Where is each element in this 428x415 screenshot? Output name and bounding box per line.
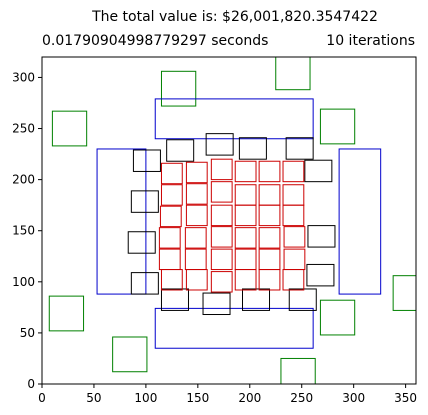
- green-rect-2: [276, 57, 310, 90]
- y-tick-label: 250: [12, 122, 35, 136]
- red-rect-20: [185, 228, 206, 248]
- black-rect-1: [167, 140, 194, 161]
- ticks-layer: 0 50 100 150 200 250 300 350 0 50 100 150 200 250 300: [12, 70, 417, 405]
- red-rect-18: [283, 205, 304, 225]
- y-tick-label: 0: [27, 377, 35, 391]
- chart-title: The total value is: $26,001,820.3547422: [91, 9, 378, 25]
- x-tick-label: 300: [342, 391, 365, 405]
- red-rect-34: [235, 270, 256, 290]
- red-rect-27: [211, 249, 232, 269]
- x-tick-label: 250: [290, 391, 313, 405]
- red-rect-32: [186, 270, 207, 290]
- red-rect-26: [185, 249, 206, 269]
- green-rect-6: [49, 296, 83, 331]
- red-rect-31: [161, 270, 182, 290]
- black-rect-14: [243, 289, 270, 310]
- y-tick-label: 100: [12, 275, 35, 289]
- black-rect-12: [161, 289, 188, 310]
- red-rect-35: [259, 270, 280, 290]
- red-rect-8: [186, 184, 207, 204]
- rectangles-layer: [49, 57, 416, 384]
- red-rect-19: [159, 228, 180, 248]
- red-rect-28: [235, 249, 256, 269]
- red-rect-13: [160, 206, 181, 226]
- red-rect-15: [211, 205, 232, 225]
- red-rect-11: [259, 185, 280, 205]
- red-rect-3: [211, 159, 232, 179]
- green-rect-1: [161, 71, 195, 106]
- green-rect-7: [320, 300, 354, 335]
- black-rect-3: [239, 138, 266, 159]
- red-rect-21: [211, 227, 232, 247]
- black-rect-2: [206, 134, 233, 155]
- x-tick-label: 0: [38, 391, 46, 405]
- red-rect-4: [235, 161, 256, 181]
- black-rect-7: [131, 191, 158, 212]
- chart-subtitle-time: 0.01790904998779297 seconds: [42, 33, 268, 49]
- red-rect-23: [259, 228, 280, 248]
- x-tick-label: 150: [186, 391, 209, 405]
- plot-area: [42, 57, 416, 384]
- red-rect-29: [259, 249, 280, 269]
- red-rect-5: [259, 161, 280, 181]
- y-tick-label: 150: [12, 224, 35, 238]
- x-tick-label: 50: [86, 391, 101, 405]
- red-rect-22: [235, 228, 256, 248]
- green-rect-8: [113, 337, 147, 372]
- red-rect-7: [161, 185, 182, 205]
- black-rect-15: [289, 289, 316, 310]
- black-rect-10: [131, 273, 158, 294]
- red-rect-24: [284, 227, 305, 247]
- red-rect-2: [186, 162, 207, 182]
- black-rect-11: [307, 264, 334, 285]
- red-rect-25: [159, 249, 180, 269]
- chart-subtitle-iterations: 10 iterations: [326, 33, 415, 49]
- red-rect-36: [283, 270, 304, 290]
- red-rect-9: [211, 182, 232, 202]
- blue-rect-3: [339, 149, 381, 294]
- blue-rect-4: [155, 308, 313, 348]
- blue-rect-1: [155, 99, 313, 139]
- green-rect-5: [393, 276, 416, 311]
- x-tick-label: 100: [134, 391, 157, 405]
- red-rect-30: [284, 249, 305, 269]
- black-rect-5: [133, 150, 160, 171]
- red-rect-33: [211, 272, 232, 292]
- y-tick-label: 300: [12, 70, 35, 84]
- black-rect-13: [203, 293, 230, 314]
- x-tick-label: 350: [394, 391, 417, 405]
- green-rect-4: [320, 109, 354, 144]
- black-rect-4: [286, 138, 313, 159]
- black-rect-8: [128, 232, 155, 253]
- red-rect-17: [259, 205, 280, 225]
- y-tick-label: 50: [20, 326, 35, 340]
- red-rect-16: [235, 205, 256, 225]
- red-rect-10: [235, 185, 256, 205]
- green-rect-9: [281, 358, 315, 384]
- red-rect-14: [186, 205, 207, 225]
- red-rect-1: [161, 163, 182, 183]
- x-tick-label: 200: [238, 391, 261, 405]
- red-rect-6: [283, 161, 304, 181]
- green-rect-3: [52, 111, 86, 146]
- y-tick-label: 200: [12, 173, 35, 187]
- black-rect-9: [308, 226, 335, 247]
- black-rect-6: [305, 160, 332, 181]
- red-rect-12: [283, 185, 304, 205]
